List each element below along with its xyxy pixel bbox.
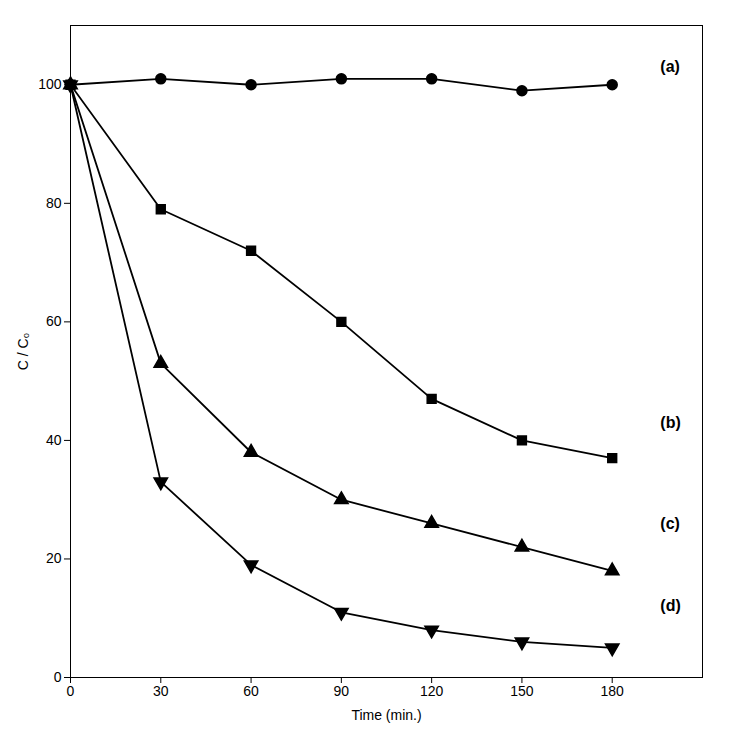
- svg-text:60: 60: [46, 313, 62, 329]
- svg-text:150: 150: [510, 683, 534, 699]
- svg-text:Time (min.): Time (min.): [351, 707, 421, 723]
- svg-text:(b): (b): [660, 414, 680, 431]
- svg-text:(c): (c): [660, 515, 680, 532]
- svg-text:40: 40: [46, 432, 62, 448]
- svg-text:20: 20: [46, 550, 62, 566]
- svg-text:180: 180: [601, 683, 625, 699]
- svg-text:C / C₀: C / C₀: [15, 332, 31, 370]
- svg-text:80: 80: [46, 195, 62, 211]
- svg-text:30: 30: [153, 683, 169, 699]
- svg-text:(d): (d): [660, 597, 680, 614]
- svg-text:60: 60: [243, 683, 259, 699]
- svg-text:90: 90: [334, 683, 350, 699]
- svg-text:(a): (a): [660, 58, 680, 75]
- svg-text:100: 100: [38, 76, 62, 92]
- svg-text:120: 120: [420, 683, 444, 699]
- svg-text:0: 0: [67, 683, 75, 699]
- svg-text:0: 0: [54, 669, 62, 685]
